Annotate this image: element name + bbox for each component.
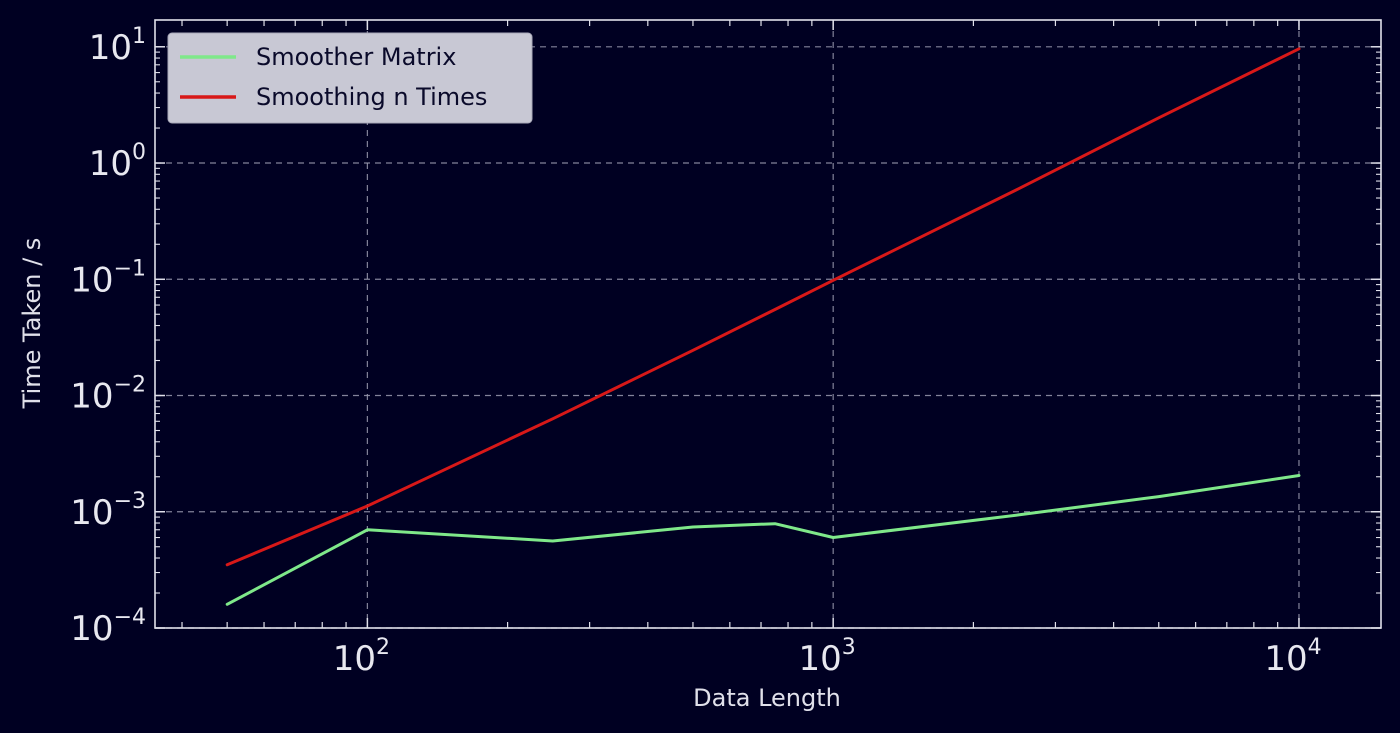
y-tick-label: 10−4 bbox=[70, 605, 146, 649]
x-tick-label: 102 bbox=[333, 635, 390, 679]
y-tick-label: 10−3 bbox=[70, 489, 146, 533]
x-tick-label: 104 bbox=[1264, 635, 1321, 679]
legend-label-smoother-matrix: Smoother Matrix bbox=[256, 43, 456, 71]
y-tick-label: 10−2 bbox=[70, 373, 146, 417]
x-tick-labels: 102 103 104 bbox=[333, 635, 1322, 679]
plot-frame bbox=[154, 19, 1382, 629]
y-tick-label: 100 bbox=[89, 140, 146, 184]
x-tick-label: 103 bbox=[799, 635, 856, 679]
legend-box bbox=[167, 32, 533, 124]
x-axis-label: Data Length bbox=[693, 684, 841, 712]
series-line-smoothing-n-times bbox=[225, 47, 1301, 567]
y-axis-label: Time Taken / s bbox=[18, 238, 46, 410]
series-lines bbox=[225, 47, 1301, 606]
y-tick-label: 10−1 bbox=[70, 256, 146, 300]
series-line-smoother-matrix bbox=[225, 474, 1301, 606]
legend: Smoother Matrix Smoothing n Times bbox=[167, 32, 533, 124]
y-tick-labels: 10−4 10−3 10−2 10−1 100 101 bbox=[70, 24, 146, 649]
y-tick-label: 101 bbox=[89, 24, 146, 68]
legend-label-smoothing-n-times: Smoothing n Times bbox=[256, 83, 487, 111]
axis-ticks bbox=[155, 20, 1381, 629]
